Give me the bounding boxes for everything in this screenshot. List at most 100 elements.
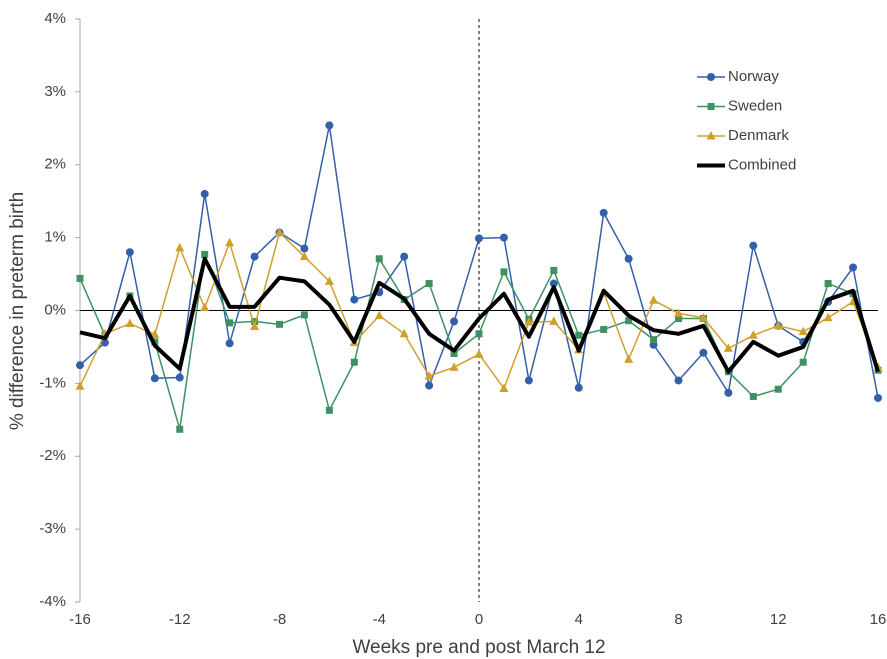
- point: [450, 317, 459, 326]
- point: [549, 279, 558, 288]
- point: [675, 315, 682, 323]
- x-tick-label: -8: [273, 611, 286, 628]
- y-tick-label: -1%: [39, 374, 66, 391]
- point: [275, 227, 284, 237]
- x-tick-label: 0: [475, 611, 483, 628]
- point: [350, 295, 359, 304]
- point: [251, 317, 259, 325]
- point: [300, 244, 309, 253]
- point: [125, 318, 135, 328]
- x-tick-label: -16: [69, 611, 91, 628]
- point: [475, 330, 483, 338]
- point: [250, 321, 260, 331]
- point: [574, 383, 583, 392]
- y-tick-label: 0%: [44, 301, 66, 318]
- point: [624, 254, 633, 263]
- point: [350, 358, 358, 366]
- point: [849, 263, 858, 272]
- point: [625, 317, 633, 325]
- x-tick-label: 4: [575, 611, 583, 628]
- point: [774, 385, 782, 393]
- x-tick-label: -12: [169, 611, 191, 628]
- point: [499, 233, 508, 242]
- point: [300, 311, 308, 319]
- point: [748, 330, 758, 339]
- point: [175, 373, 184, 382]
- line: [79, 256, 880, 374]
- legend-marker: [706, 131, 716, 140]
- point: [450, 349, 458, 357]
- point: [549, 316, 559, 325]
- point: [575, 331, 583, 339]
- point: [798, 326, 808, 336]
- point: [325, 406, 333, 414]
- point: [425, 280, 433, 288]
- point: [150, 329, 160, 339]
- point: [375, 255, 383, 263]
- point: [500, 268, 508, 276]
- legend-label: Sweden: [728, 97, 782, 114]
- legend-label: Denmark: [728, 127, 789, 144]
- x-tick-label: 8: [674, 611, 682, 628]
- point: [200, 189, 209, 198]
- x-axis-title: Weeks pre and post March 12: [352, 637, 605, 658]
- point: [76, 361, 84, 370]
- y-axis-title: % difference in preterm birth: [7, 192, 28, 430]
- point: [276, 320, 283, 328]
- point: [698, 312, 708, 322]
- point: [225, 237, 235, 247]
- point: [425, 381, 434, 390]
- point: [474, 349, 484, 358]
- point: [175, 242, 185, 252]
- series: [79, 256, 880, 374]
- point: [674, 308, 683, 317]
- point: [674, 376, 683, 385]
- point: [150, 374, 159, 383]
- point: [399, 328, 409, 338]
- point: [749, 241, 758, 250]
- point: [449, 362, 459, 371]
- x-tick-label: 16: [870, 611, 887, 628]
- point: [550, 266, 558, 274]
- point: [75, 381, 85, 390]
- point: [424, 371, 434, 380]
- point: [100, 338, 109, 347]
- point: [225, 339, 234, 348]
- point: [226, 319, 234, 327]
- point: [723, 343, 733, 352]
- x-tick-label: 12: [770, 611, 787, 628]
- point: [374, 310, 384, 320]
- point: [125, 248, 134, 257]
- y-tick-label: 1%: [44, 229, 66, 246]
- y-tick-label: -3%: [39, 520, 66, 537]
- point: [724, 388, 733, 397]
- point: [749, 392, 757, 400]
- y-tick-label: 3%: [44, 83, 66, 100]
- point: [824, 280, 832, 288]
- point: [200, 302, 210, 312]
- x-tick-label: -4: [373, 611, 386, 628]
- legend-label: Norway: [728, 68, 779, 85]
- point: [176, 425, 184, 433]
- point: [799, 358, 807, 366]
- y-tick-label: 4%: [44, 10, 66, 27]
- point: [773, 320, 783, 330]
- point: [250, 252, 259, 261]
- point: [600, 325, 608, 333]
- point: [699, 348, 708, 357]
- series: [75, 227, 883, 392]
- point: [649, 295, 659, 304]
- point: [201, 250, 209, 258]
- legend-marker: [707, 103, 715, 110]
- point: [76, 274, 84, 282]
- point: [325, 121, 334, 130]
- y-tick-label: -4%: [39, 593, 66, 610]
- y-tick-label: -2%: [39, 447, 66, 464]
- point: [823, 312, 833, 322]
- point: [499, 383, 509, 392]
- legend-label: Combined: [728, 156, 796, 173]
- point: [524, 376, 533, 385]
- point: [650, 336, 658, 344]
- point: [324, 276, 334, 285]
